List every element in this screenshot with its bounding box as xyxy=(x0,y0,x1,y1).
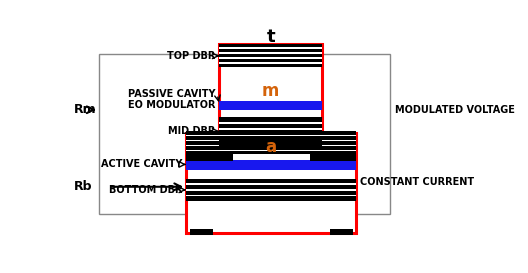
Bar xyxy=(186,197,356,201)
Bar xyxy=(220,142,322,147)
Text: CONSTANT CURRENT: CONSTANT CURRENT xyxy=(361,177,475,187)
Bar xyxy=(220,124,322,128)
Bar xyxy=(220,54,322,57)
Text: BOTTOM DBR: BOTTOM DBR xyxy=(109,185,182,195)
Bar xyxy=(220,136,322,141)
Text: EO MODULATOR: EO MODULATOR xyxy=(128,100,215,110)
Bar xyxy=(99,54,390,214)
Bar xyxy=(220,43,322,147)
Text: Rm: Rm xyxy=(74,103,97,116)
Bar xyxy=(186,191,356,195)
Bar xyxy=(186,179,356,183)
Bar xyxy=(329,229,353,235)
Bar xyxy=(220,59,322,62)
Bar xyxy=(186,133,356,233)
Bar xyxy=(220,43,322,67)
Text: PASSIVE CAVITY: PASSIVE CAVITY xyxy=(128,89,215,99)
Bar xyxy=(220,117,322,147)
Bar xyxy=(220,43,322,47)
Text: MODULATED VOLTAGE: MODULATED VOLTAGE xyxy=(394,105,514,115)
Bar xyxy=(186,160,356,170)
Text: ACTIVE CAVITY: ACTIVE CAVITY xyxy=(101,159,182,170)
Bar xyxy=(186,179,356,201)
Bar xyxy=(186,185,356,189)
Text: TOP DBR: TOP DBR xyxy=(167,51,215,61)
Bar xyxy=(186,136,356,140)
Bar xyxy=(190,229,213,235)
Bar xyxy=(186,141,356,145)
Bar xyxy=(220,64,322,67)
Text: a: a xyxy=(265,138,276,156)
Bar xyxy=(186,151,356,155)
Bar xyxy=(186,131,356,135)
Bar xyxy=(220,117,322,122)
Bar xyxy=(220,100,322,110)
Text: t: t xyxy=(266,28,275,46)
Bar xyxy=(186,131,356,155)
Text: MID DBR: MID DBR xyxy=(168,126,215,136)
Text: Rb: Rb xyxy=(74,180,92,193)
Bar xyxy=(220,49,322,52)
Text: m: m xyxy=(262,82,279,100)
Bar xyxy=(220,130,322,134)
Bar xyxy=(186,146,356,150)
Bar xyxy=(310,155,356,161)
Bar xyxy=(186,155,233,161)
